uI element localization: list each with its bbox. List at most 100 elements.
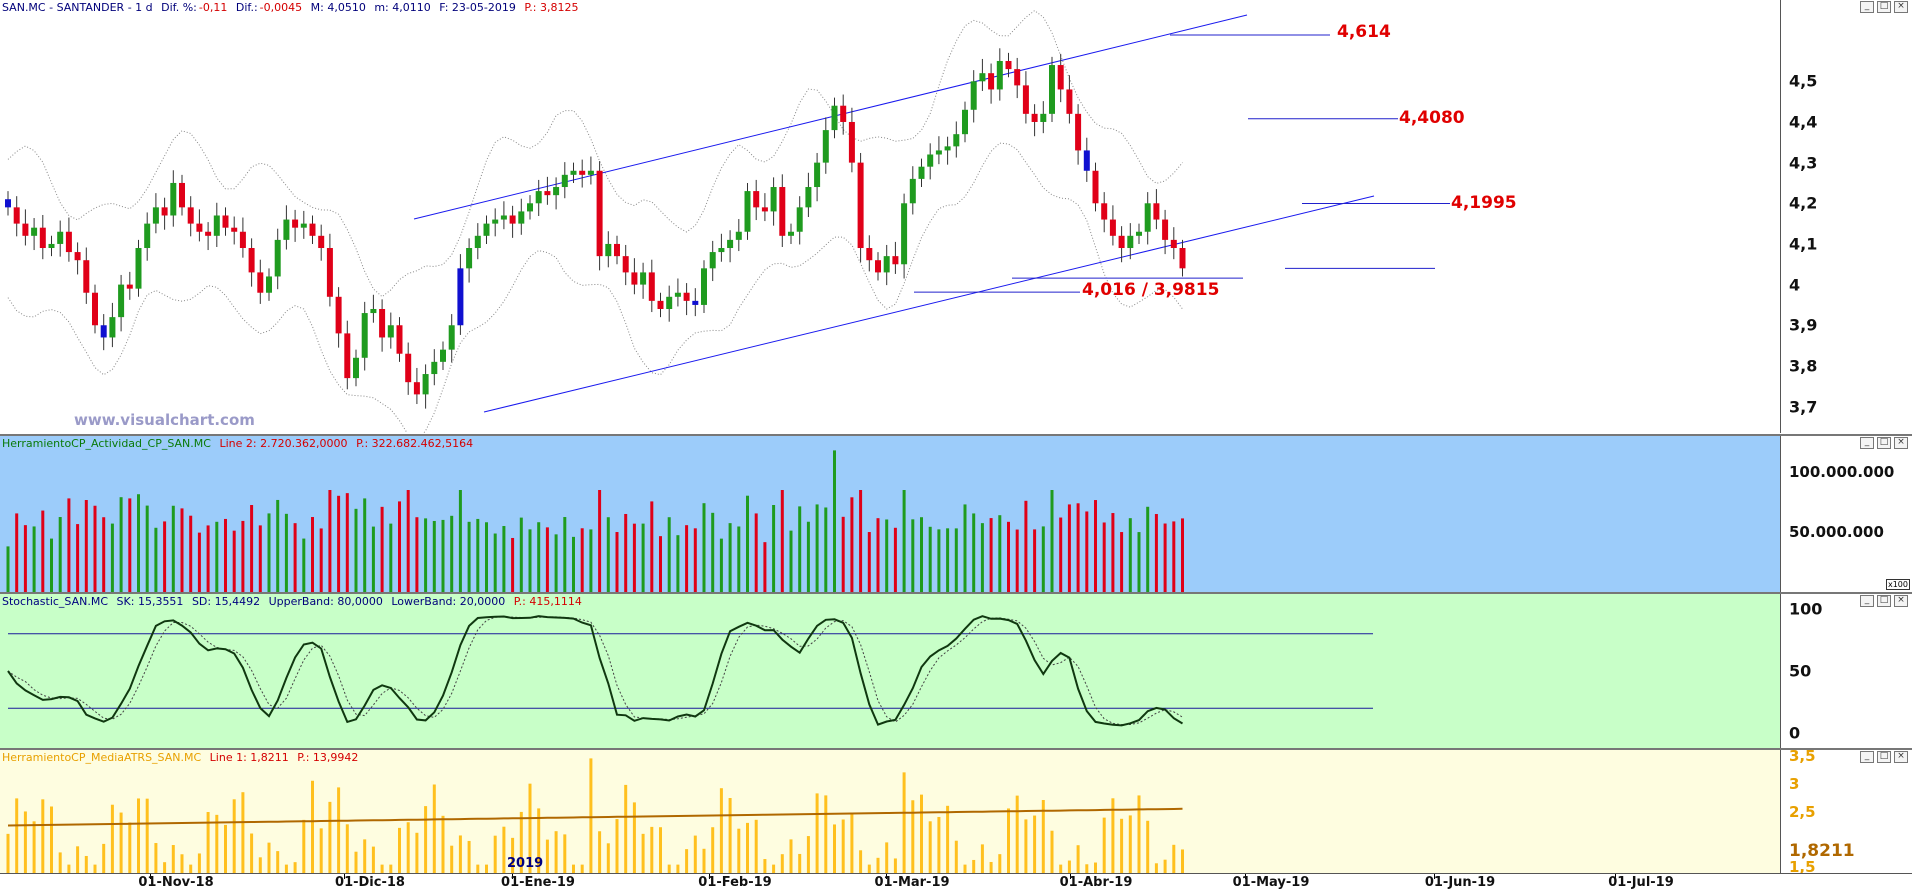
annotation-41995: 4,1995 bbox=[1451, 193, 1517, 213]
atr-bar bbox=[1120, 818, 1124, 873]
candle-body bbox=[22, 223, 29, 236]
upper-envelope bbox=[7, 9, 1183, 298]
candle-body bbox=[31, 227, 38, 236]
volume-bar bbox=[345, 493, 349, 592]
volume-bar bbox=[319, 528, 323, 592]
atr-bar bbox=[450, 845, 454, 873]
atr-bar bbox=[467, 840, 471, 873]
candle-body bbox=[440, 349, 446, 362]
atr-bar bbox=[1041, 799, 1045, 873]
atr-bar bbox=[398, 827, 401, 873]
volume-bar bbox=[467, 521, 471, 592]
lower-envelope bbox=[7, 142, 1183, 433]
close-icon[interactable]: × bbox=[1894, 595, 1908, 607]
volume-bar bbox=[998, 515, 1002, 592]
restore-icon[interactable]: □ bbox=[1877, 751, 1891, 763]
volume-bar bbox=[1085, 511, 1089, 592]
close-icon[interactable]: × bbox=[1894, 1, 1908, 13]
dif-label: Dif.: bbox=[235, 1, 258, 14]
volume-tick-label: 100.000.000 bbox=[1789, 463, 1895, 481]
candle-body bbox=[309, 223, 316, 236]
candle-body bbox=[39, 227, 46, 249]
volume-indicator-name: HerramientoCP_Actividad_CP_SAN.MC bbox=[2, 437, 211, 450]
volume-plot-area[interactable]: HerramientoCP_Actividad_CP_SAN.MC Line 2… bbox=[0, 436, 1780, 592]
atr-bar bbox=[189, 864, 193, 873]
minimize-icon[interactable]: _ bbox=[1860, 437, 1874, 449]
volume-chart[interactable] bbox=[0, 436, 1780, 592]
restore-icon[interactable]: □ bbox=[1877, 437, 1891, 449]
atr-axis[interactable]: _ □ × 3,5 3 2,5 1,5 1,8211 bbox=[1780, 747, 1912, 876]
restore-icon[interactable]: □ bbox=[1877, 1, 1891, 13]
atr-bar bbox=[1163, 859, 1167, 873]
candle-body bbox=[692, 300, 699, 305]
close-icon[interactable]: × bbox=[1894, 437, 1908, 449]
atr-bar bbox=[1094, 862, 1097, 873]
candle-body bbox=[431, 361, 438, 375]
volume-bar bbox=[989, 518, 993, 592]
price-axis[interactable]: _ □ × 4,5 4,4 4,3 4,2 4,1 4 3,9 3,8 3,7 bbox=[1780, 0, 1912, 433]
volume-axis[interactable]: _ □ × 100.000.000 50.000.000 x100 bbox=[1780, 436, 1912, 592]
atr-bar bbox=[972, 859, 976, 873]
atr-bar bbox=[754, 819, 758, 873]
candle-body bbox=[796, 207, 803, 232]
minimize-icon[interactable]: _ bbox=[1860, 751, 1874, 763]
volume-bar bbox=[250, 505, 254, 592]
atr-bar bbox=[806, 836, 810, 873]
stochastic-axis[interactable]: _ □ × 100 50 0 bbox=[1780, 594, 1912, 748]
atr-name: HerramientoCP_MediaATRS_SAN.MC bbox=[2, 751, 202, 764]
volume-bar bbox=[493, 533, 497, 592]
candle-body bbox=[770, 187, 777, 212]
candle-body bbox=[527, 203, 533, 212]
date-axis[interactable]: 01-Nov-18 01-Dic-18 01-Ene-19 01-Feb-19 01-M… bbox=[0, 874, 1780, 892]
atr-plot-area[interactable]: HerramientoCP_MediaATRS_SAN.MC Line 1: 1… bbox=[0, 750, 1780, 873]
volume-bar bbox=[93, 505, 97, 592]
close-icon[interactable]: × bbox=[1894, 751, 1908, 763]
atr-bar bbox=[145, 798, 149, 873]
atr-bar bbox=[345, 824, 349, 873]
price-plot-area[interactable]: SAN.MC - SANTANDER - 1 d Dif. %: -0,11 Di… bbox=[0, 0, 1780, 433]
volume-bar bbox=[258, 525, 262, 592]
stochastic-plot-area[interactable]: Stochastic_SAN.MC SK: 15,3551 SD: 15,449… bbox=[0, 594, 1780, 748]
volume-bar bbox=[32, 526, 36, 592]
stochastic-pane[interactable]: Stochastic_SAN.MC SK: 15,3551 SD: 15,449… bbox=[0, 594, 1912, 748]
pane-controls[interactable]: _ □ × bbox=[1860, 751, 1908, 763]
price-chart[interactable] bbox=[0, 0, 1780, 433]
price-pane[interactable]: SAN.MC - SANTANDER - 1 d Dif. %: -0,11 Di… bbox=[0, 0, 1912, 433]
candle-body bbox=[266, 276, 272, 293]
atr-bar bbox=[128, 822, 132, 873]
atr-bar bbox=[1137, 795, 1141, 873]
pane-controls[interactable]: _ □ × bbox=[1860, 595, 1908, 607]
atr-bar bbox=[337, 787, 341, 873]
restore-icon[interactable]: □ bbox=[1877, 595, 1891, 607]
atr-bar bbox=[432, 784, 436, 873]
volume-bar bbox=[920, 517, 923, 592]
date-tick-label: 01-Jul-19 bbox=[1608, 875, 1674, 890]
volume-bar bbox=[1050, 490, 1054, 592]
date-tick-mark bbox=[344, 874, 345, 879]
atr-bar bbox=[328, 801, 332, 873]
atr-chart[interactable] bbox=[0, 750, 1780, 873]
volume-bar bbox=[363, 498, 367, 592]
volume-bar bbox=[267, 513, 271, 592]
stochastic-tick-label: 50 bbox=[1789, 661, 1812, 681]
candle-body bbox=[805, 187, 812, 208]
pane-controls[interactable]: _ □ × bbox=[1860, 437, 1908, 449]
atr-bar bbox=[1076, 845, 1080, 873]
volume-bar bbox=[885, 519, 889, 592]
candle-body bbox=[474, 235, 481, 249]
pane-controls[interactable]: _ □ × bbox=[1860, 1, 1908, 13]
candle-body bbox=[840, 105, 847, 122]
candle-body bbox=[814, 162, 821, 188]
volume-pane[interactable]: HerramientoCP_Actividad_CP_SAN.MC Line 2… bbox=[0, 436, 1912, 592]
minimize-icon[interactable]: _ bbox=[1860, 1, 1874, 13]
candle-body bbox=[631, 272, 638, 285]
atr-bar bbox=[746, 822, 749, 873]
candle-body bbox=[100, 325, 107, 338]
candle-body bbox=[1005, 60, 1012, 70]
volume-bar bbox=[58, 517, 62, 592]
volume-bar bbox=[502, 526, 506, 592]
atr-pane[interactable]: HerramientoCP_MediaATRS_SAN.MC Line 1: 1… bbox=[0, 747, 1912, 876]
max-value: M: 4,0510 bbox=[310, 1, 366, 14]
minimize-icon[interactable]: _ bbox=[1860, 595, 1874, 607]
stochastic-chart[interactable] bbox=[0, 594, 1780, 748]
